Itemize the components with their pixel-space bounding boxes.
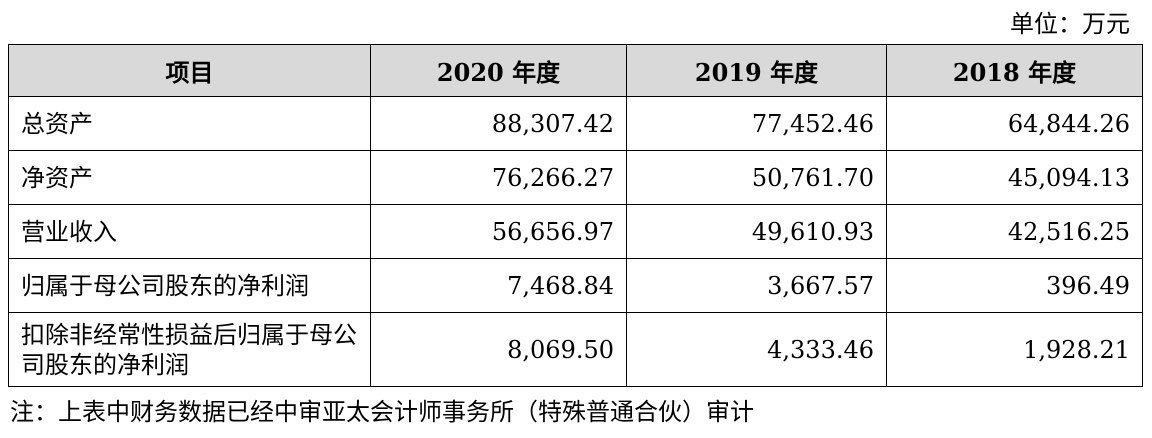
table-row: 营业收入 56,656.97 49,610.93 42,516.25 (8, 204, 1143, 259)
cell-2019: 3,667.57 (626, 258, 887, 313)
table-header-row: 项目 2020 年度 2019 年度 2018 年度 (8, 44, 1143, 97)
table-row: 净资产 76,266.27 50,761.70 45,094.13 (8, 150, 1143, 205)
unit-label: 单位：万元 (1010, 10, 1130, 38)
header-2019: 2019 年度 (626, 44, 887, 97)
header-2020: 2020 年度 (370, 44, 627, 97)
cell-2018: 64,844.26 (886, 96, 1143, 151)
row-label-deducted-net-profit-parent: 扣除非经常性损益后归属于母公司股东的净利润 (8, 312, 371, 387)
cell-2018: 396.49 (886, 258, 1143, 313)
audit-note: 注：上表中财务数据已经中审亚太会计师事务所（特殊普通合伙）审计 (10, 398, 754, 426)
cell-2020: 8,069.50 (370, 312, 627, 387)
cell-2018: 42,516.25 (886, 204, 1143, 259)
row-label-net-profit-parent: 归属于母公司股东的净利润 (8, 258, 371, 313)
cell-2019: 4,333.46 (626, 312, 887, 387)
table-row: 总资产 88,307.42 77,452.46 64,844.26 (8, 96, 1143, 151)
cell-2019: 77,452.46 (626, 96, 887, 151)
row-label-revenue: 营业收入 (8, 204, 371, 259)
cell-2020: 56,656.97 (370, 204, 627, 259)
table-row: 扣除非经常性损益后归属于母公司股东的净利润 8,069.50 4,333.46 … (8, 312, 1143, 387)
table-row: 归属于母公司股东的净利润 7,468.84 3,667.57 396.49 (8, 258, 1143, 313)
cell-2020: 7,468.84 (370, 258, 627, 313)
cell-2019: 50,761.70 (626, 150, 887, 205)
cell-2020: 76,266.27 (370, 150, 627, 205)
cell-2019: 49,610.93 (626, 204, 887, 259)
header-item: 项目 (8, 44, 371, 97)
cell-2018: 1,928.21 (886, 312, 1143, 387)
cell-2018: 45,094.13 (886, 150, 1143, 205)
financial-summary-table: 项目 2020 年度 2019 年度 2018 年度 总资产 88,307.42… (8, 44, 1143, 387)
row-label-total-assets: 总资产 (8, 96, 371, 151)
row-label-net-assets: 净资产 (8, 150, 371, 205)
cell-2020: 88,307.42 (370, 96, 627, 151)
header-2018: 2018 年度 (886, 44, 1143, 97)
